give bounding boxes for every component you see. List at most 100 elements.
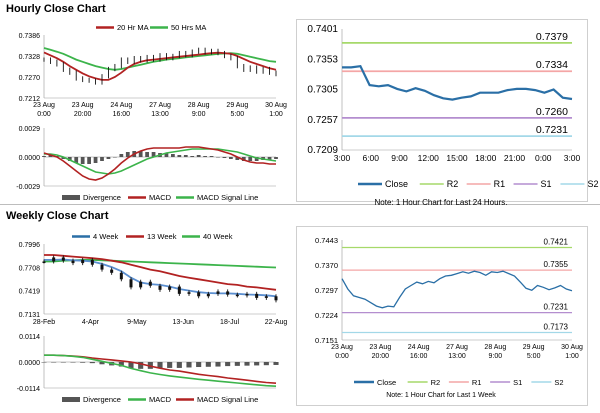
- hourly-price-x-tick-time: 9:00: [192, 111, 206, 118]
- weekly-candle-body: [187, 292, 191, 294]
- hourly-divergence-bar: [248, 157, 253, 161]
- weekly-divergence-bar: [263, 362, 269, 366]
- weekly-macd-y-tick: 0.0000: [19, 360, 41, 367]
- legend-weekly-divergence: Divergence: [83, 395, 121, 404]
- weekly-candle-body: [226, 291, 230, 295]
- weekly-section-title: Weekly Close Chart: [6, 210, 109, 222]
- section-divider: [0, 204, 600, 205]
- x-tick: 21:00: [504, 153, 526, 163]
- weekly-candle-body: [245, 293, 249, 296]
- legend-r1: R1: [494, 179, 506, 189]
- pivot-s2-label: 0.7231: [536, 124, 568, 136]
- weekly-candle-body: [168, 286, 172, 290]
- legend-close: Close: [377, 378, 396, 387]
- hourly-divergence-bar: [196, 155, 201, 157]
- legend-s1: S1: [541, 179, 552, 189]
- hourly-price-y-tick: 0.7328: [19, 54, 41, 61]
- legend-s2: S2: [587, 179, 598, 189]
- hourly-divergence-bar: [267, 157, 272, 160]
- legend-close: Close: [385, 179, 408, 189]
- pivot-r1-label: 0.7334: [536, 59, 568, 71]
- hourly-price-x-tick-time: 20:00: [74, 111, 92, 118]
- weekly-candle-body: [52, 257, 56, 262]
- x-tick-date: 24 Aug: [408, 344, 430, 351]
- pivot-r1-label: 0.7355: [544, 260, 569, 269]
- hourly-divergence-bar: [93, 157, 98, 163]
- legend-40-week: 40 Week: [203, 232, 233, 241]
- hourly-price-x-tick-date: 24 Aug: [110, 102, 132, 109]
- weekly-candle-body: [206, 293, 210, 297]
- pivot-s2-label: 0.7173: [544, 322, 569, 331]
- weekly-candle-body: [119, 272, 123, 280]
- weekly-macd-signal-line: [44, 354, 277, 384]
- weekly-price-x-tick: 9-May: [127, 319, 147, 326]
- hourly-divergence-bar: [171, 154, 175, 157]
- weekly-candle-body: [255, 293, 259, 298]
- hourly-divergence-bar: [235, 157, 240, 160]
- hourly-price-x-tick-time: 0:00: [37, 111, 51, 118]
- legend-r2: R2: [447, 179, 459, 189]
- weekly-candle-body: [235, 294, 239, 297]
- hourly-price-y-tick: 0.7270: [19, 75, 41, 82]
- weekly-divergence-bar: [70, 362, 76, 363]
- weekly-candle-body: [100, 264, 104, 270]
- x-tick: 6:00: [362, 153, 379, 163]
- hourly-price-x-tick-time: 16:00: [113, 111, 131, 118]
- legend-weekly-macd: MACD: [149, 395, 172, 404]
- x-tick-date: 27 Aug: [446, 344, 468, 351]
- x-tick: 12:00: [418, 153, 440, 163]
- c-last24-y-tick: 0.7209: [307, 145, 338, 156]
- hourly-macd-signal-line: [44, 148, 277, 175]
- weekly-macd-y-tick: 0.0114: [19, 334, 40, 341]
- hourly-divergence-bar: [125, 152, 130, 157]
- weekly-candle-body: [158, 285, 162, 290]
- hourly-divergence-bar: [87, 157, 91, 164]
- weekly-candle-body: [139, 281, 143, 288]
- weekly-divergence-bar: [128, 362, 134, 369]
- hourly-divergence-bar: [151, 152, 156, 157]
- weekly-price-x-tick: 22-Aug: [265, 319, 288, 326]
- hourly-divergence-bar: [177, 155, 182, 157]
- weekly-divergence-bar: [51, 362, 57, 363]
- weekly-candle-body: [197, 292, 201, 297]
- x-tick: 0:00: [535, 153, 552, 163]
- weekly-divergence-bar: [273, 362, 279, 365]
- weekly-divergence-bar: [254, 362, 260, 366]
- legend-s1: S1: [513, 378, 522, 387]
- weekly-price-chart: 4 Week 13 Week 40 Week 0.7996 0.7708 0.7419 0.…: [19, 232, 288, 326]
- x-tick-time: 1:00: [565, 353, 579, 360]
- c-last24-y-tick: 0.7257: [307, 115, 338, 126]
- weekly-candle-body: [264, 296, 268, 298]
- legend-50hrs-ma: 50 Hrs MA: [171, 23, 206, 32]
- c-last1w-y-tick: 0.7224: [315, 311, 338, 320]
- legend-13-week: 13 Week: [147, 232, 177, 241]
- last-1-week-note: Note: 1 Hour Chart for Last 1 Week: [386, 392, 496, 399]
- hourly-price-x-tick-date: 29 Aug: [226, 102, 248, 109]
- x-tick-date: 23 Aug: [369, 344, 391, 351]
- weekly-candle-body: [216, 291, 220, 294]
- weekly-divergence-bar: [205, 362, 211, 367]
- weekly-divergence-bar: [41, 362, 47, 363]
- weekly-divergence-bar: [176, 362, 182, 368]
- hourly-price-x-tick-date: 28 Aug: [188, 102, 210, 109]
- c-last1w-y-tick: 0.7370: [315, 261, 338, 270]
- x-tick-time: 9:00: [489, 353, 503, 360]
- weekly-divergence-bar: [99, 362, 105, 365]
- weekly-price-x-tick: 13-Jun: [172, 319, 194, 326]
- hourly-divergence-bar: [48, 155, 53, 157]
- pivot-r2-label: 0.7379: [536, 31, 568, 43]
- weekly-macd-line: [44, 354, 277, 387]
- c-last1w-y-tick: 0.7151: [315, 336, 338, 345]
- hourly-price-x-tick-date: 23 Aug: [72, 102, 94, 109]
- legend-20hr-ma: 20 Hr MA: [117, 23, 149, 32]
- weekly-divergence-bar: [196, 362, 202, 368]
- legend-r1: R1: [472, 378, 482, 387]
- weekly-candle-body: [148, 281, 152, 286]
- legend-macd-signal: MACD Signal Line: [197, 193, 258, 202]
- x-tick: 3:00: [334, 153, 351, 163]
- weekly-divergence-bar: [80, 362, 86, 363]
- hourly-macd-y-tick: 0.0000: [19, 155, 41, 162]
- hourly-divergence-bar: [164, 153, 169, 157]
- weekly-macd-y-tick: -0.0114: [17, 386, 40, 393]
- hourly-macd-y-tick: -0.0029: [16, 184, 40, 191]
